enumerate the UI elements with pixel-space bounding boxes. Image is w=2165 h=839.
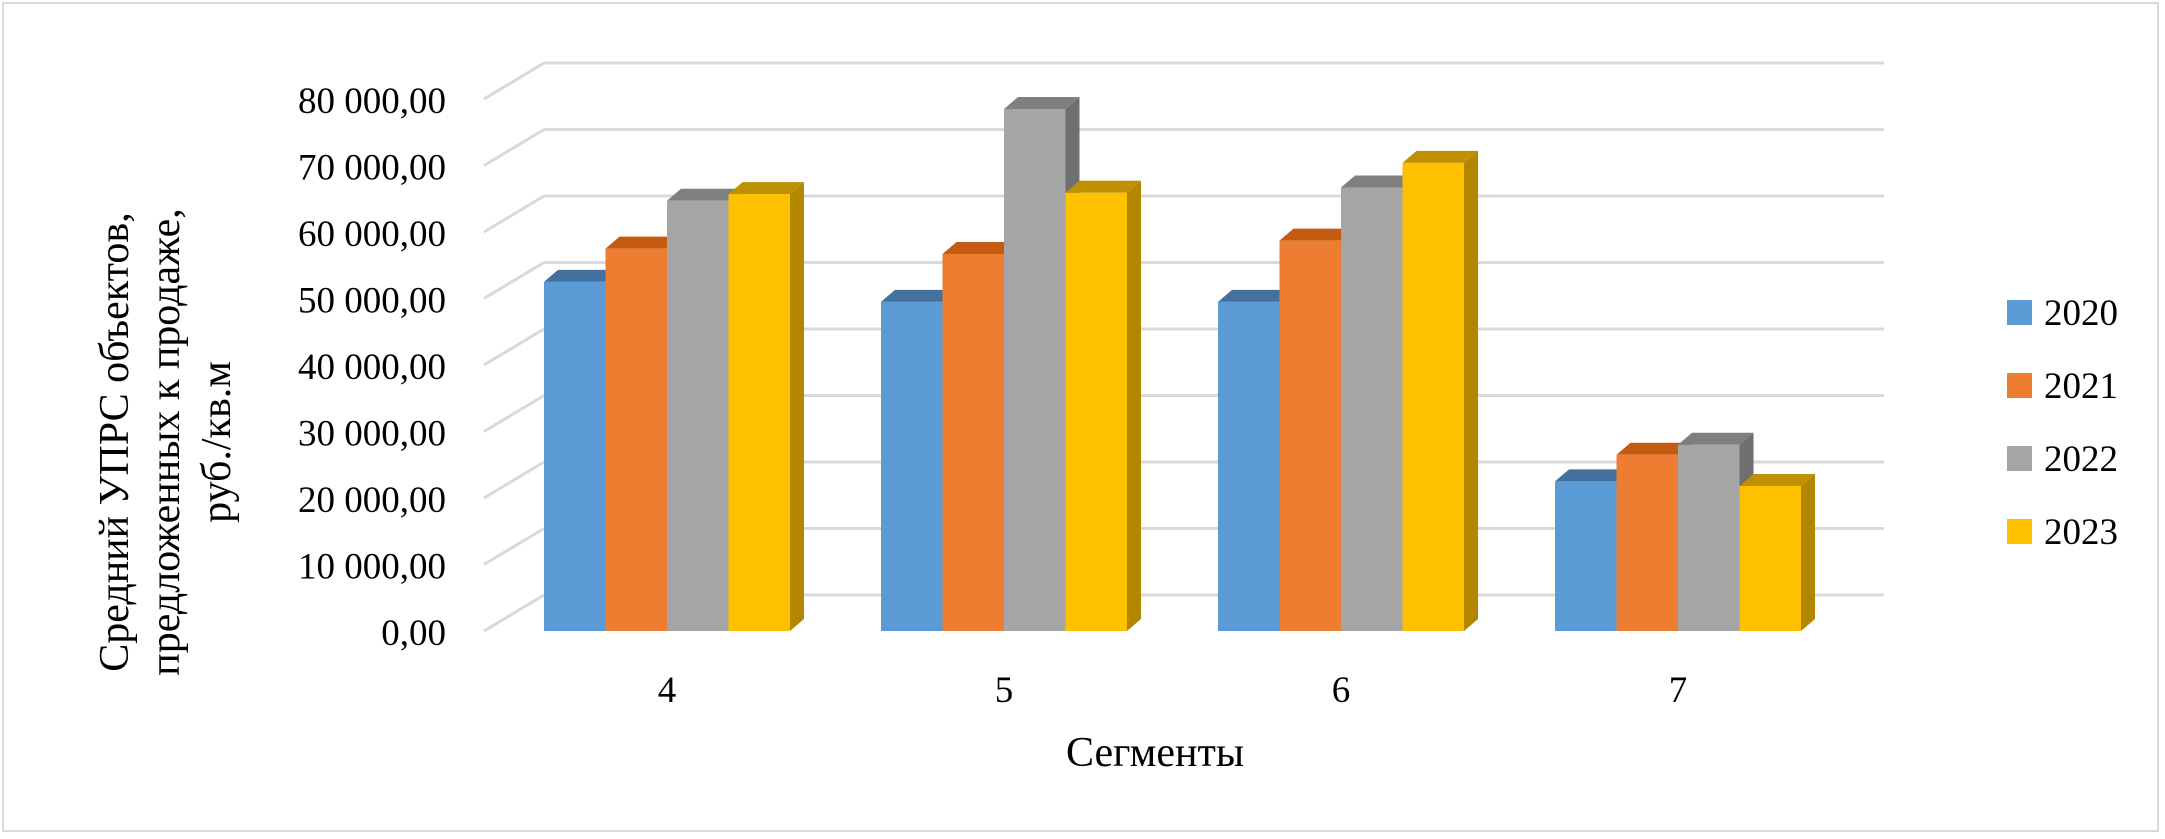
bar-side [1127, 180, 1141, 631]
bar-front [1402, 162, 1464, 631]
legend-label: 2023 [2044, 512, 2118, 553]
bar-top [1218, 289, 1294, 302]
y-axis-title-line-2: предложенных к продаже, [143, 208, 189, 675]
y-tick-label: 80 000,00 [298, 81, 446, 122]
bar-top [544, 269, 620, 282]
bar-top [1279, 228, 1355, 241]
bar-front [1616, 454, 1678, 631]
legend-swatch [2007, 373, 2032, 398]
gridline-side [483, 460, 545, 500]
gridline-side [483, 128, 545, 167]
bar-side [790, 182, 804, 631]
bar-front [1004, 108, 1066, 632]
legend-label: 2022 [2044, 439, 2118, 480]
bar-top [1739, 474, 1815, 487]
x-axis-title: Сегменты [1066, 730, 1244, 776]
bar-2023-segment-5 [1065, 180, 1141, 631]
legend: 2020 2021 2022 2023 [2007, 293, 2118, 553]
legend-swatch [2007, 446, 2032, 471]
bar-top [1678, 432, 1754, 445]
bar-top [1004, 96, 1080, 109]
y-tick-label: 20 000,00 [298, 480, 446, 521]
y-axis-title: Средний УПРС объектов, предложенных к пр… [92, 208, 240, 675]
legend-item-2023: 2023 [2007, 512, 2118, 553]
bar-front [728, 194, 790, 631]
legend-swatch [2007, 519, 2032, 544]
bar-front [1341, 187, 1403, 631]
gridline-side [483, 61, 545, 101]
gridline-side [483, 194, 545, 234]
bar-top [942, 241, 1018, 254]
bar-top [1402, 150, 1478, 163]
gridline-side [483, 394, 545, 433]
bar-side [1464, 150, 1478, 631]
y-tick-label: 60 000,00 [298, 214, 446, 255]
x-tick-label: 5 [995, 670, 1014, 711]
bar-front [942, 253, 1004, 631]
legend-item-2022: 2022 [2007, 439, 2118, 480]
x-axis-ticks: 4 5 6 7 [658, 670, 1688, 711]
gridline-side [483, 261, 545, 300]
bar-front [605, 248, 667, 631]
y-tick-label: 0,00 [381, 613, 446, 654]
bar-side [1801, 474, 1815, 631]
y-axis-title-line-1: Средний УПРС объектов, [92, 212, 138, 672]
gridline-side [483, 527, 545, 566]
gridline-side [483, 593, 545, 633]
x-tick-label: 7 [1669, 670, 1688, 711]
legend-item-2020: 2020 [2007, 293, 2118, 334]
bar-front [1678, 444, 1740, 631]
bar-top [1341, 175, 1417, 188]
bar-2023-segment-4 [728, 182, 804, 631]
bars [544, 96, 1815, 632]
y-tick-label: 30 000,00 [298, 414, 446, 455]
y-tick-label: 70 000,00 [298, 148, 446, 189]
bar-front [544, 281, 606, 631]
bar-front [1065, 192, 1127, 631]
y-axis-ticks: 0,00 10 000,00 20 000,00 30 000,00 40 000,00… [298, 81, 446, 654]
x-tick-label: 4 [658, 670, 677, 711]
bar-front [1739, 486, 1801, 631]
x-tick-label: 6 [1332, 670, 1351, 711]
bar-top [728, 182, 804, 195]
y-axis-title-line-3: руб./кв.м [194, 361, 240, 523]
bar-top [881, 289, 957, 302]
bar-top [1555, 469, 1631, 482]
bar-front [667, 200, 729, 631]
legend-label: 2021 [2044, 366, 2118, 407]
bar-front [1555, 481, 1617, 631]
bar-front [1279, 240, 1341, 631]
legend-swatch [2007, 300, 2032, 325]
y-tick-label: 40 000,00 [298, 347, 446, 388]
y-tick-label: 10 000,00 [298, 547, 446, 588]
gridline-side [483, 327, 545, 367]
legend-item-2021: 2021 [2007, 366, 2118, 407]
bar-front [881, 301, 943, 631]
legend-label: 2020 [2044, 293, 2118, 334]
bar-top [605, 236, 681, 249]
bar-front [1218, 301, 1280, 631]
y-tick-label: 50 000,00 [298, 281, 446, 322]
bar-2023-segment-6 [1402, 150, 1478, 631]
bar-top [1065, 180, 1141, 193]
bar-top [667, 188, 743, 201]
bar-top [1616, 442, 1692, 455]
bar-chart: 0,00 10 000,00 20 000,00 30 000,00 40 000,00… [92, 61, 2118, 776]
bar-2023-segment-7 [1739, 474, 1815, 631]
